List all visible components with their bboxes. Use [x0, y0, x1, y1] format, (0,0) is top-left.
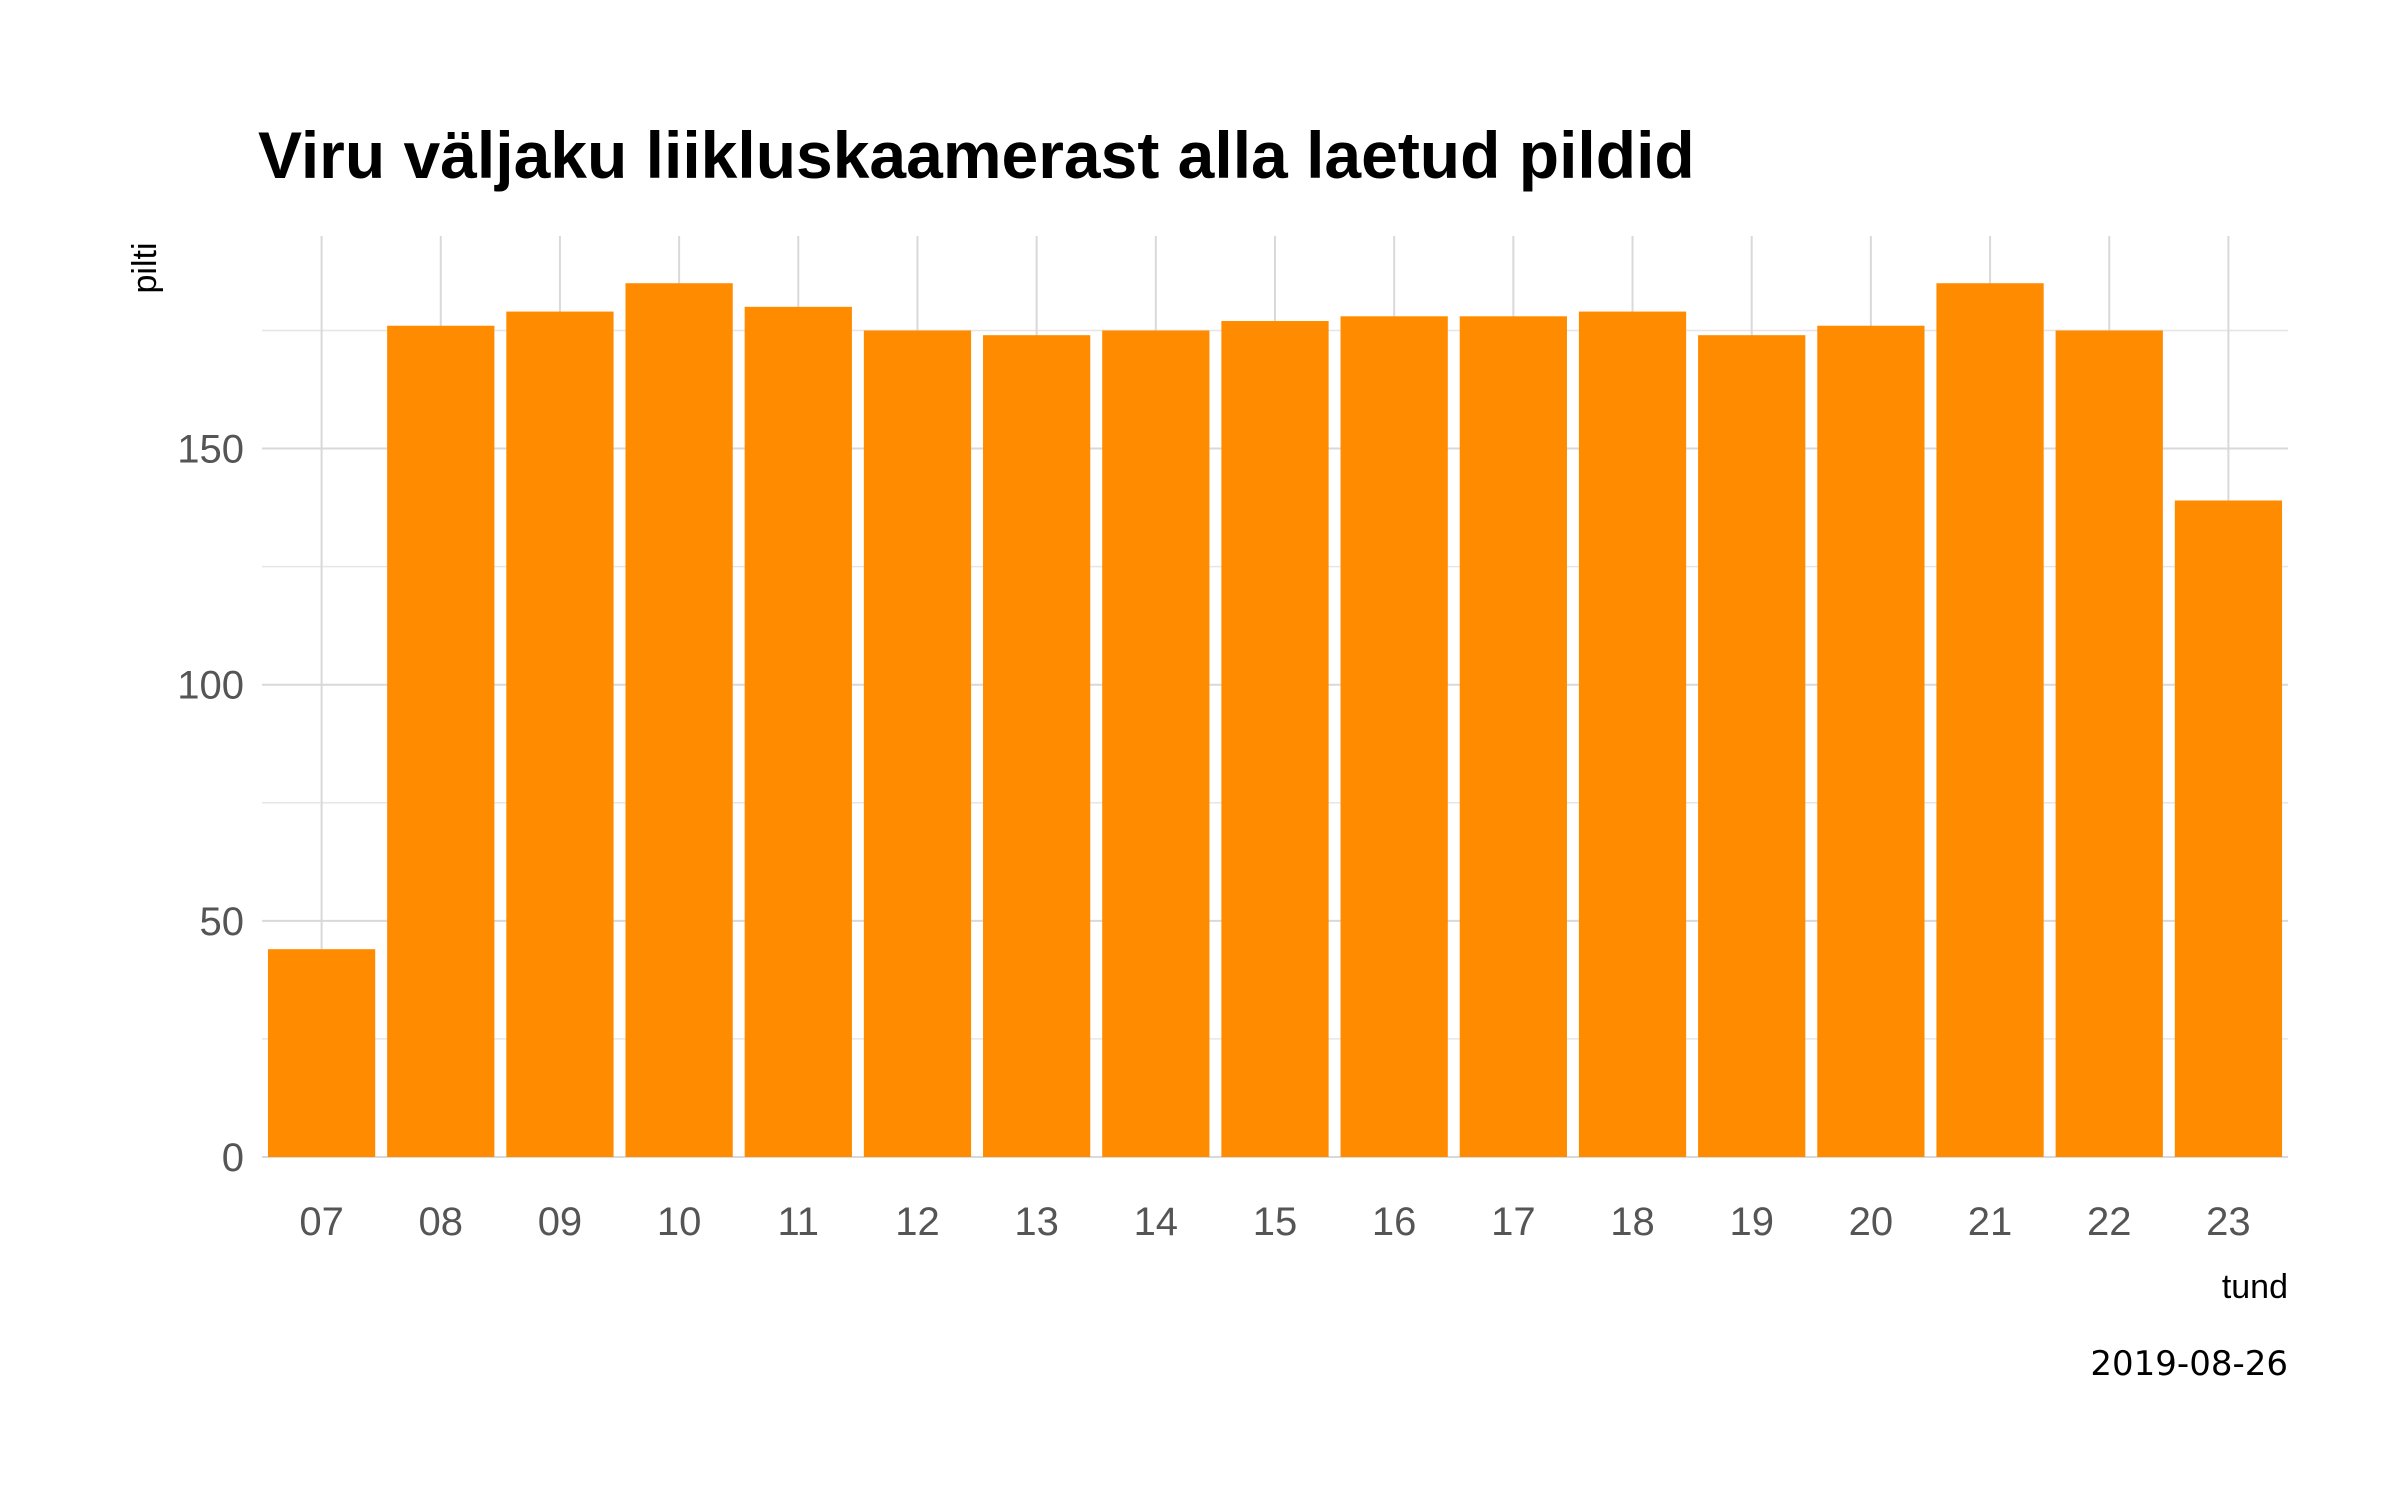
bar-09 [506, 311, 614, 1158]
bar-12 [863, 330, 972, 1157]
x-tick-label: 14 [1134, 1200, 1179, 1244]
x-tick-label: 08 [419, 1200, 464, 1244]
y-axis-ticks: 0 50 100 150 [177, 428, 244, 1180]
chart-caption: 2019-08-26 [2090, 1344, 2288, 1384]
x-tick-label: 07 [299, 1200, 344, 1244]
bar-14 [1102, 330, 1210, 1157]
x-tick-label: 15 [1253, 1200, 1298, 1244]
x-tick-label: 11 [778, 1200, 820, 1244]
bars [267, 283, 2283, 1158]
bar-20 [1817, 325, 1925, 1157]
y-tick-label: 150 [177, 428, 244, 472]
bar-16 [1340, 316, 1448, 1157]
x-tick-label: 19 [1729, 1200, 1774, 1244]
x-tick-label: 20 [1849, 1200, 1894, 1244]
x-tick-label: 16 [1372, 1200, 1417, 1244]
bar-19 [1698, 335, 1806, 1158]
bar-23 [2174, 500, 2283, 1157]
bar-21 [1936, 283, 2044, 1157]
bar-10 [625, 283, 733, 1157]
bar-17 [1459, 316, 1567, 1157]
x-tick-label: 09 [538, 1200, 583, 1244]
x-tick-label: 18 [1610, 1200, 1655, 1244]
bar-07 [267, 949, 376, 1157]
x-tick-label: 22 [2087, 1200, 2132, 1244]
bar-11 [744, 306, 852, 1157]
y-tick-label: 100 [177, 664, 244, 708]
bar-22 [2055, 330, 2163, 1157]
chart-title: Viru väljaku liikluskaamerast alla laetu… [258, 118, 1695, 192]
bar-15 [1221, 321, 1329, 1157]
y-tick-label: 50 [200, 900, 245, 944]
x-tick-label: 13 [1014, 1200, 1059, 1244]
bar-13 [983, 335, 1091, 1158]
bar-08 [387, 325, 495, 1157]
x-tick-label: 10 [657, 1200, 702, 1244]
y-tick-label: 0 [222, 1136, 244, 1180]
x-axis-title: tund [2222, 1268, 2288, 1306]
y-axis-title: pilti [126, 242, 164, 293]
x-tick-label: 12 [895, 1200, 940, 1244]
x-tick-label: 21 [1968, 1200, 2013, 1244]
x-tick-label: 23 [2206, 1200, 2251, 1244]
bar-18 [1578, 311, 1687, 1158]
x-axis-ticks: 07 08 09 10 11 12 13 14 15 16 17 18 19 20 21 22 23 [299, 1200, 2250, 1244]
x-tick-label: 17 [1491, 1200, 1536, 1244]
